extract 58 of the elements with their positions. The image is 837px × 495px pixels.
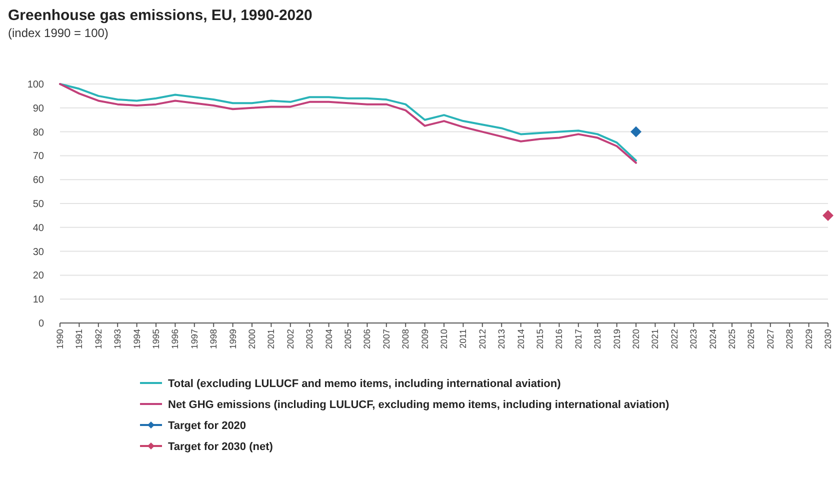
y-tick-label: 20: [32, 270, 44, 282]
x-tick-label: 2026: [746, 329, 756, 350]
x-tick-label: 1990: [55, 329, 65, 350]
x-tick-label: 2022: [669, 329, 680, 350]
x-tick-label: 1991: [74, 329, 84, 350]
x-tick-label: 2002: [285, 329, 296, 350]
legend-label: Target for 2030 (net): [168, 440, 274, 453]
x-tick-label: 2001: [266, 329, 276, 350]
x-tick-label: 2000: [247, 329, 257, 350]
y-tick-label: 50: [32, 199, 44, 210]
x-tick-label: 1995: [151, 329, 161, 350]
x-tick-label: 2029: [804, 329, 814, 350]
y-tick-label: 80: [32, 127, 44, 138]
x-tick-label: 2004: [324, 329, 334, 350]
x-tick-label: 2028: [784, 329, 795, 350]
legend-label: Total (excluding LULUCF and memo items, including international aviation): [168, 378, 562, 390]
chart-subtitle: (index 1990 = 100): [8, 26, 108, 40]
x-tick-label: 2024: [708, 329, 718, 350]
x-tick-label: 2014: [516, 329, 526, 350]
x-tick-label: 2021: [650, 329, 660, 350]
legend-label: Target for 2020: [168, 420, 246, 432]
x-tick-label: 2005: [343, 329, 353, 350]
x-tick-label: 1996: [170, 329, 180, 350]
x-tick-label: 2006: [362, 329, 372, 350]
x-tick-label: 2023: [688, 329, 699, 350]
y-tick-label: 0: [38, 318, 44, 330]
x-tick-label: 2020: [631, 329, 641, 350]
x-tick-label: 2017: [573, 329, 584, 350]
x-tick-label: 2013: [496, 329, 507, 350]
y-tick-label: 70: [32, 151, 44, 162]
y-tick-label: 40: [32, 222, 44, 234]
x-tick-label: 2025: [727, 329, 737, 350]
y-tick-label: 60: [32, 175, 44, 186]
x-tick-label: 2019: [612, 329, 622, 350]
x-tick-label: 1998: [208, 329, 219, 350]
x-tick-label: 1999: [228, 329, 238, 350]
chart-title: Greenhouse gas emissions, EU, 1990-2020: [8, 7, 312, 24]
y-tick-label: 90: [32, 103, 44, 114]
legend-label: Net GHG emissions (including LULUCF, excluding memo items, including international aviation): [168, 398, 670, 411]
x-tick-label: 2007: [381, 329, 392, 350]
x-tick-label: 1992: [93, 329, 104, 350]
x-tick-label: 1997: [189, 329, 200, 350]
x-tick-label: 2016: [554, 329, 564, 350]
x-tick-label: 2030: [823, 329, 833, 350]
y-tick-label: 10: [32, 294, 44, 306]
x-tick-label: 1993: [112, 329, 123, 350]
x-tick-label: 2012: [477, 329, 488, 350]
x-tick-label: 2011: [458, 329, 468, 348]
x-tick-label: 2003: [304, 329, 315, 350]
x-tick-label: 2010: [439, 329, 449, 350]
x-tick-label: 2009: [420, 329, 430, 350]
y-tick-label: 100: [27, 80, 44, 90]
y-tick-label: 30: [32, 246, 44, 258]
x-tick-label: 1994: [132, 329, 142, 350]
x-tick-label: 2015: [535, 329, 545, 350]
x-tick-label: 2018: [592, 329, 603, 350]
x-tick-label: 2027: [765, 329, 776, 350]
x-tick-label: 2008: [400, 329, 411, 350]
